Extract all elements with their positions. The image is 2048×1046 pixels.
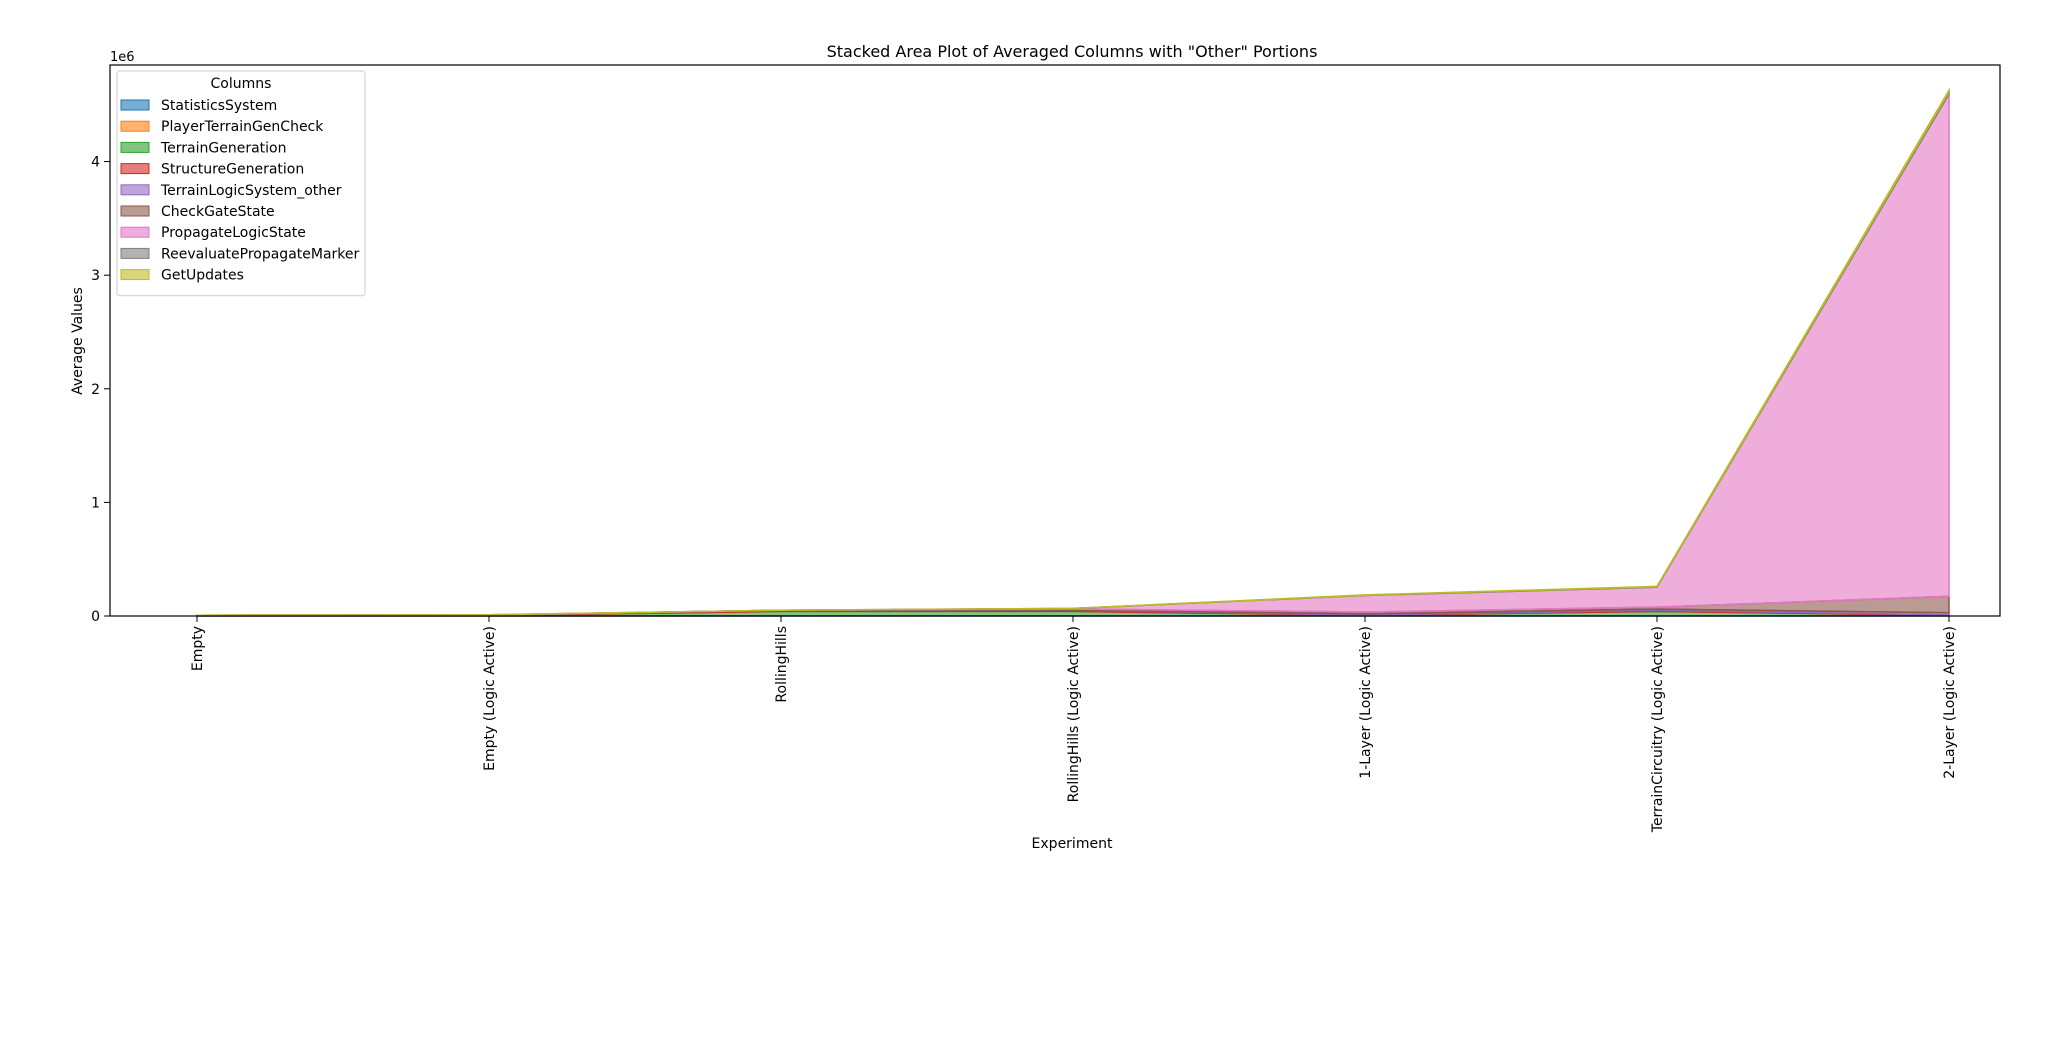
legend-entry: StructureGeneration	[161, 162, 304, 178]
x-tick-label: RollingHills (Logic Active)	[1066, 626, 1082, 802]
y-tick-label: 4	[91, 155, 100, 171]
y-tick-label: 3	[91, 268, 100, 284]
legend-entry: TerrainLogicSystem_other	[160, 183, 342, 199]
chart-title: Stacked Area Plot of Averaged Columns wi…	[827, 42, 1318, 61]
x-tick-label: Empty	[190, 626, 206, 671]
legend-entry: TerrainGeneration	[160, 140, 287, 156]
legend-swatch	[121, 185, 149, 195]
x-tick-label: 1-Layer (Logic Active)	[1358, 626, 1374, 779]
legend-entry: PlayerTerrainGenCheck	[161, 119, 324, 135]
legend-swatch	[121, 248, 149, 258]
legend-swatch	[121, 206, 149, 216]
legend-entry: StatisticsSystem	[161, 98, 277, 114]
legend-entry: PropagateLogicState	[161, 225, 306, 241]
legend: Columns StatisticsSystem PlayerTerrainGenC…	[117, 71, 365, 296]
legend-entry: ReevaluatePropagateMarker	[161, 246, 360, 262]
legend-swatch	[121, 270, 149, 280]
legend-title: Columns	[211, 76, 272, 92]
legend-entry: GetUpdates	[161, 268, 244, 284]
y-tick-label: 2	[91, 382, 100, 398]
area-series-getupdates	[197, 90, 1949, 615]
legend-entry: CheckGateState	[161, 204, 275, 220]
legend-swatch	[121, 142, 149, 152]
axes-group: 0 1 2 3 4 Empty Empty (Logic Active) RollingHil…	[91, 65, 2000, 833]
x-tick-label: TerrainCircuitry (Logic Active)	[1650, 626, 1666, 833]
x-tick-label: RollingHills	[774, 626, 790, 703]
y-axis-label: Average Values	[70, 287, 86, 395]
y-tick-label: 0	[91, 609, 100, 625]
x-axis-label: Experiment	[1032, 836, 1113, 852]
area-series-group	[197, 90, 1949, 616]
legend-swatch	[121, 227, 149, 237]
legend-swatch	[121, 121, 149, 131]
y-offset-label: 1e6	[110, 50, 135, 65]
y-tick-label: 1	[91, 495, 100, 511]
legend-swatch	[121, 100, 149, 110]
legend-swatch	[121, 164, 149, 174]
x-tick-label: Empty (Logic Active)	[482, 626, 498, 771]
x-tick-label: 2-Layer (Logic Active)	[1942, 626, 1958, 779]
